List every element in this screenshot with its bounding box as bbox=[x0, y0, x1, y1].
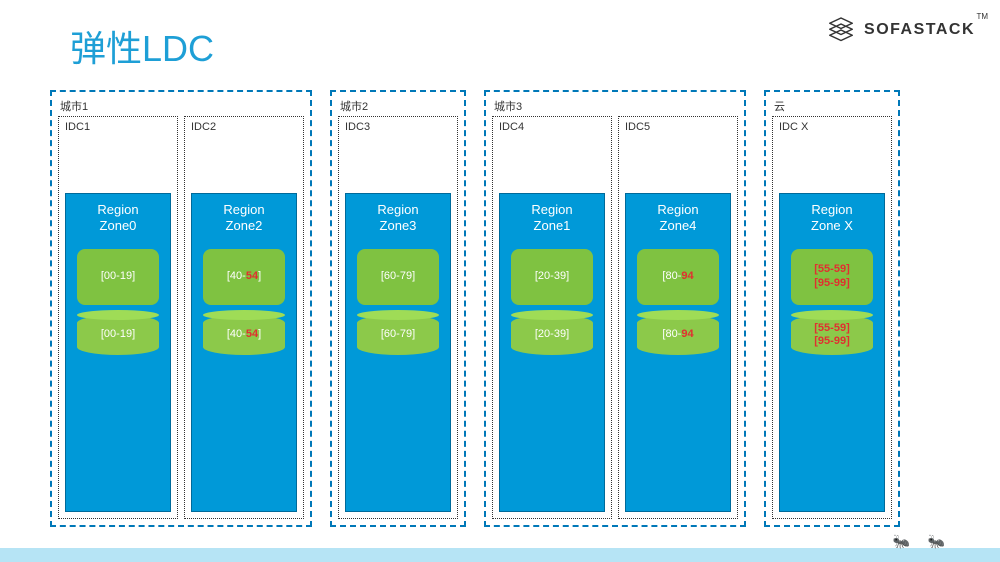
city-label: 云 bbox=[772, 98, 892, 114]
idc-label: IDC4 bbox=[499, 121, 605, 133]
city-label: 城市1 bbox=[58, 98, 304, 114]
range-label: [95-99] bbox=[814, 335, 849, 347]
idc-box: IDC5 RegionZone4 [80-94 [80-94 bbox=[618, 116, 738, 519]
city-box: 城市1 IDC1 RegionZone0 [00-19] [00-19] IDC2 Regi… bbox=[50, 90, 312, 527]
idc-label: IDC X bbox=[779, 121, 885, 133]
idc-box: IDC4 RegionZone1 [20-39] [20-39] bbox=[492, 116, 612, 519]
range-label: [60-79] bbox=[381, 270, 415, 283]
idc-box: IDC1 RegionZone0 [00-19] [00-19] bbox=[58, 116, 178, 519]
range-label: [80-94 bbox=[662, 328, 693, 340]
range-label: [40-54] bbox=[227, 328, 261, 340]
city-box: 城市2 IDC3 RegionZone3 [60-79] [60-79] bbox=[330, 90, 466, 527]
slot-box: [60-79] bbox=[357, 249, 439, 305]
zone-title: RegionZone3 bbox=[377, 202, 418, 235]
region-zone: RegionZone X[55-59][95-99][55-59][95-99] bbox=[779, 193, 885, 512]
range-label: [20-39] bbox=[535, 328, 569, 340]
city-box: 城市3 IDC4 RegionZone1 [20-39] [20-39] IDC5 Regi… bbox=[484, 90, 746, 527]
database-cylinder-icon: [60-79] bbox=[357, 315, 439, 355]
ant-icon: 🐜 bbox=[893, 533, 910, 550]
zone-title: RegionZone X bbox=[811, 202, 853, 235]
zone-title: RegionZone0 bbox=[97, 202, 138, 235]
idc-label: IDC3 bbox=[345, 121, 451, 133]
database-cylinder-icon: [40-54] bbox=[203, 315, 285, 355]
slot-box: [55-59][95-99] bbox=[791, 249, 873, 305]
city-label: 城市2 bbox=[338, 98, 458, 114]
idc-box: IDC2 RegionZone2 [40-54] [40-54] bbox=[184, 116, 304, 519]
database-cylinder-icon: [00-19] bbox=[77, 315, 159, 355]
slot-box: [20-39] bbox=[511, 249, 593, 305]
slot-box: [80-94 bbox=[637, 249, 719, 305]
range-label: [00-19] bbox=[101, 328, 135, 340]
city-label: 城市3 bbox=[492, 98, 738, 114]
architecture-diagram: 城市1 IDC1 RegionZone0 [00-19] [00-19] IDC2 Regi… bbox=[50, 90, 975, 527]
range-label: [55-59] bbox=[814, 322, 849, 334]
range-label: [55-59] bbox=[814, 263, 849, 276]
idc-box: IDC XRegionZone X[55-59][95-99][55-59][9… bbox=[772, 116, 892, 519]
logo-text: SOFASTACK bbox=[864, 21, 975, 39]
stack-cube-icon bbox=[826, 15, 856, 45]
range-label: [80-94 bbox=[662, 270, 693, 283]
range-label: [60-79] bbox=[381, 328, 415, 340]
region-zone: RegionZone2 [40-54] [40-54] bbox=[191, 193, 297, 512]
slot-box: [00-19] bbox=[77, 249, 159, 305]
database-cylinder-icon: [20-39] bbox=[511, 315, 593, 355]
logo: SOFASTACK bbox=[826, 15, 975, 45]
city-box: 云IDC XRegionZone X[55-59][95-99][55-59][… bbox=[764, 90, 900, 527]
region-zone: RegionZone1 [20-39] [20-39] bbox=[499, 193, 605, 512]
range-label: [95-99] bbox=[814, 277, 849, 290]
region-zone: RegionZone0 [00-19] [00-19] bbox=[65, 193, 171, 512]
ant-icon: 🐜 bbox=[928, 533, 945, 550]
slot-box: [40-54] bbox=[203, 249, 285, 305]
region-zone: RegionZone4 [80-94 [80-94 bbox=[625, 193, 731, 512]
range-label: [40-54] bbox=[227, 270, 261, 283]
zone-title: RegionZone1 bbox=[531, 202, 572, 235]
page-title: 弹性LDC bbox=[70, 20, 214, 72]
region-zone: RegionZone3 [60-79] [60-79] bbox=[345, 193, 451, 512]
database-cylinder-icon: [55-59][95-99] bbox=[791, 315, 873, 355]
idc-label: IDC1 bbox=[65, 121, 171, 133]
trademark: TM bbox=[976, 12, 988, 21]
zone-title: RegionZone4 bbox=[657, 202, 698, 235]
idc-label: IDC2 bbox=[191, 121, 297, 133]
range-label: [00-19] bbox=[101, 270, 135, 283]
idc-label: IDC5 bbox=[625, 121, 731, 133]
zone-title: RegionZone2 bbox=[223, 202, 264, 235]
range-label: [20-39] bbox=[535, 270, 569, 283]
idc-box: IDC3 RegionZone3 [60-79] [60-79] bbox=[338, 116, 458, 519]
database-cylinder-icon: [80-94 bbox=[637, 315, 719, 355]
footer-bar bbox=[0, 548, 1000, 562]
